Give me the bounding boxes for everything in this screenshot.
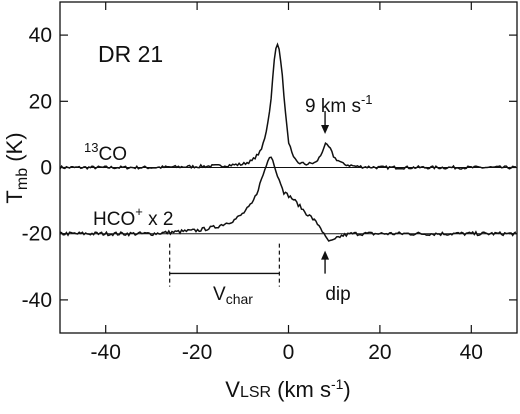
ticks-group: -40 -20 0 20 40 -40 -20 0 20 40	[22, 2, 517, 364]
vchar-label: Vchar	[213, 284, 253, 307]
x-tick-label: 40	[460, 341, 483, 364]
series-hco-line	[59, 156, 517, 242]
hco-series-label: HCO+ x 2	[93, 204, 173, 230]
series-group	[59, 42, 517, 242]
y-tick-label: 40	[29, 24, 52, 47]
y-tick-label: -40	[22, 289, 52, 312]
series-13co-line	[59, 42, 516, 171]
dip-arrow-head	[321, 250, 330, 260]
chart-title: DR 21	[98, 41, 163, 67]
co-series-label: 13CO	[84, 140, 127, 165]
nine-kms-label: 9 km s-1	[305, 92, 373, 117]
y-tick-label: -20	[22, 223, 52, 246]
dip-label: dip	[325, 284, 350, 305]
x-tick-label: 0	[283, 341, 295, 364]
nine-kms-arrow-head	[321, 125, 330, 135]
annotations-group	[169, 111, 330, 287]
x-tick-label: -20	[182, 341, 212, 364]
y-tick-label: 0	[40, 157, 52, 180]
x-axis-title: VLSR (km s-1)	[225, 376, 350, 402]
y-tick-label: 20	[29, 90, 52, 113]
y-axis-title: Tmb (K)	[2, 132, 31, 203]
x-tick-label: 20	[368, 341, 391, 364]
x-tick-label: -40	[91, 341, 121, 364]
